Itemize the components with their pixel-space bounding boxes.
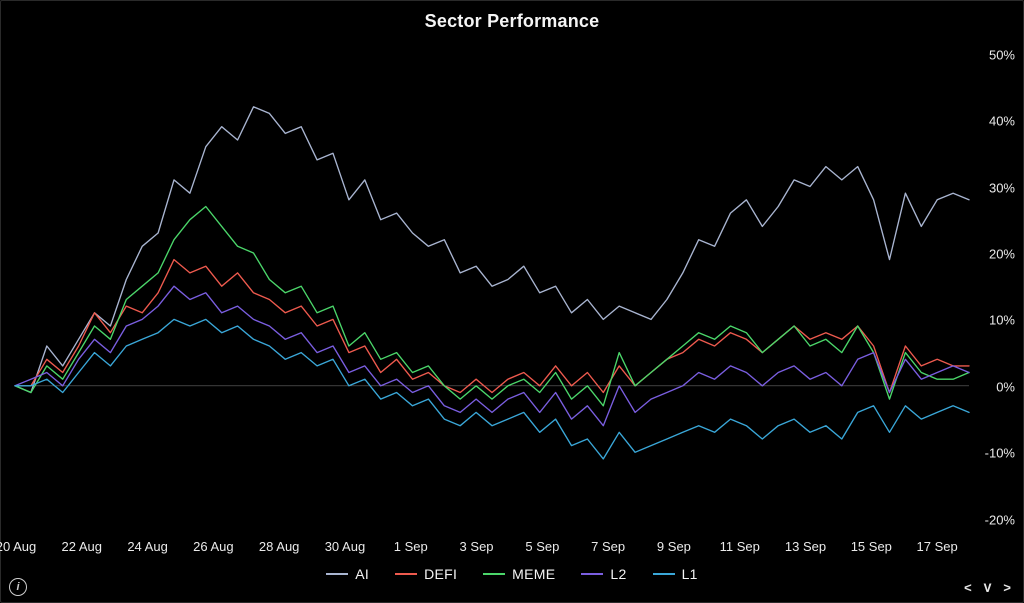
legend-item-meme[interactable]: MEME <box>483 566 555 582</box>
x-tick-label: 22 Aug <box>62 539 103 554</box>
legend-label: L1 <box>682 566 698 582</box>
x-tick-label: 13 Sep <box>785 539 826 554</box>
series-l2 <box>15 286 969 426</box>
x-tick-label: 1 Sep <box>394 539 428 554</box>
x-tick-label: 24 Aug <box>127 539 168 554</box>
y-tick-label: -20% <box>985 512 1015 527</box>
chart-legend: AI DEFI MEME L2 L1 <box>1 566 1023 582</box>
legend-swatch-icon <box>395 573 417 575</box>
y-tick-label: 0% <box>996 379 1015 394</box>
legend-label: L2 <box>610 566 626 582</box>
x-tick-label: 20 Aug <box>0 539 36 554</box>
legend-swatch-icon <box>326 573 348 575</box>
legend-item-defi[interactable]: DEFI <box>395 566 457 582</box>
legend-item-ai[interactable]: AI <box>326 566 369 582</box>
x-tick-label: 7 Sep <box>591 539 625 554</box>
legend-label: AI <box>355 566 369 582</box>
chart-plot-area <box>15 47 969 532</box>
brand-mark: < V > <box>964 581 1013 596</box>
info-icon[interactable]: i <box>9 578 27 596</box>
y-tick-label: 40% <box>989 114 1015 129</box>
x-tick-label: 3 Sep <box>460 539 494 554</box>
x-tick-label: 30 Aug <box>325 539 366 554</box>
y-tick-label: 10% <box>989 313 1015 328</box>
chart-frame: Sector Performance -20% -10% 0% 10% 20% 30% 40… <box>0 0 1024 603</box>
legend-item-l1[interactable]: L1 <box>653 566 698 582</box>
x-tick-label: 15 Sep <box>851 539 892 554</box>
x-tick-label: 9 Sep <box>657 539 691 554</box>
x-tick-label: 11 Sep <box>720 539 760 554</box>
legend-label: MEME <box>512 566 555 582</box>
chart-title: Sector Performance <box>1 11 1023 32</box>
y-tick-label: 20% <box>989 246 1015 261</box>
series-ai <box>15 107 969 393</box>
chart-svg <box>15 47 969 532</box>
legend-swatch-icon <box>483 573 505 575</box>
legend-swatch-icon <box>653 573 675 575</box>
x-tick-label: 28 Aug <box>259 539 300 554</box>
y-tick-label: 30% <box>989 180 1015 195</box>
y-tick-label: 50% <box>989 47 1015 62</box>
y-tick-label: -10% <box>985 446 1015 461</box>
x-tick-label: 17 Sep <box>916 539 957 554</box>
legend-item-l2[interactable]: L2 <box>581 566 626 582</box>
series-l1 <box>15 319 969 459</box>
legend-swatch-icon <box>581 573 603 575</box>
x-tick-label: 26 Aug <box>193 539 234 554</box>
x-tick-label: 5 Sep <box>525 539 559 554</box>
legend-label: DEFI <box>424 566 457 582</box>
